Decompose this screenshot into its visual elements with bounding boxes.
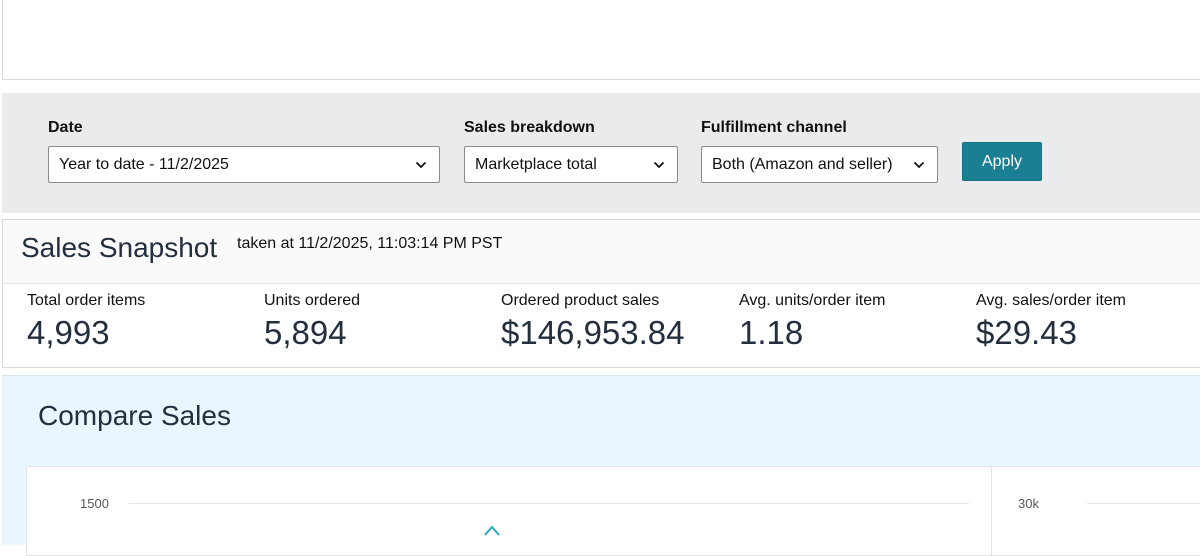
sales-breakdown-label: Sales breakdown bbox=[464, 119, 595, 136]
metric-value: 1.18 bbox=[739, 314, 804, 351]
compare-sales-title: Compare Sales bbox=[38, 400, 231, 431]
sales-chart-panel: 30k bbox=[991, 466, 1200, 556]
metric-label: Avg. units/order item bbox=[739, 292, 886, 309]
chevron-down-icon bbox=[653, 161, 665, 169]
metric-value: 4,993 bbox=[27, 314, 110, 351]
metric-avg-units-per-order-item: Avg. units/order item 1.18 bbox=[739, 292, 885, 352]
sales-snapshot-panel: Sales Snapshot taken at 11/2/2025, 11:03… bbox=[2, 219, 1200, 368]
metric-value: $29.43 bbox=[976, 314, 1077, 351]
metric-ordered-product-sales: Ordered product sales $146,953.84 bbox=[501, 292, 685, 352]
date-label: Date bbox=[48, 119, 83, 136]
date-select[interactable]: Year to date - 11/2/2025 bbox=[48, 146, 440, 183]
snapshot-header: Sales Snapshot taken at 11/2/2025, 11:03… bbox=[3, 220, 1200, 284]
date-select-value: Year to date - 11/2/2025 bbox=[59, 156, 229, 173]
y-axis-tick-label: 30k bbox=[1018, 496, 1039, 511]
chevron-down-icon bbox=[415, 161, 427, 169]
sales-breakdown-select[interactable]: Marketplace total bbox=[464, 146, 678, 183]
metric-avg-sales-per-order-item: Avg. sales/order item $29.43 bbox=[976, 292, 1126, 352]
fulfillment-channel-select[interactable]: Both (Amazon and seller) bbox=[701, 146, 938, 183]
sales-breakdown-value: Marketplace total bbox=[475, 156, 597, 173]
snapshot-timestamp: taken at 11/2/2025, 11:03:14 PM PST bbox=[237, 235, 503, 252]
fulfillment-channel-label: Fulfillment channel bbox=[701, 119, 847, 136]
compare-sales-panel: Compare Sales 1500 30k bbox=[2, 375, 1200, 556]
gridline bbox=[1087, 503, 1200, 504]
metric-units-ordered: Units ordered 5,894 bbox=[264, 292, 360, 352]
snapshot-title: Sales Snapshot bbox=[21, 232, 218, 263]
metric-value: 5,894 bbox=[264, 314, 347, 351]
metric-label: Total order items bbox=[27, 292, 146, 309]
apply-button[interactable]: Apply bbox=[962, 142, 1042, 181]
sales-breakdown-filter: Sales breakdown Marketplace total bbox=[464, 119, 678, 183]
y-axis-tick-label: 1500 bbox=[80, 496, 109, 511]
filter-bar: Date Year to date - 11/2/2025 Sales brea… bbox=[2, 93, 1200, 213]
fulfillment-channel-value: Both (Amazon and seller) bbox=[712, 156, 893, 173]
date-filter: Date Year to date - 11/2/2025 bbox=[48, 119, 440, 183]
top-blank-panel bbox=[2, 0, 1200, 80]
metric-total-order-items: Total order items 4,993 bbox=[27, 292, 145, 352]
metric-label: Ordered product sales bbox=[501, 292, 660, 309]
chevron-down-icon bbox=[913, 161, 925, 169]
metric-label: Units ordered bbox=[264, 292, 361, 309]
chart-peak-marker bbox=[484, 525, 500, 536]
units-chart-panel: 1500 bbox=[26, 466, 992, 556]
gridline bbox=[129, 503, 969, 504]
fulfillment-channel-filter: Fulfillment channel Both (Amazon and sel… bbox=[701, 119, 938, 183]
metric-label: Avg. sales/order item bbox=[976, 292, 1126, 309]
metric-value: $146,953.84 bbox=[501, 314, 685, 351]
